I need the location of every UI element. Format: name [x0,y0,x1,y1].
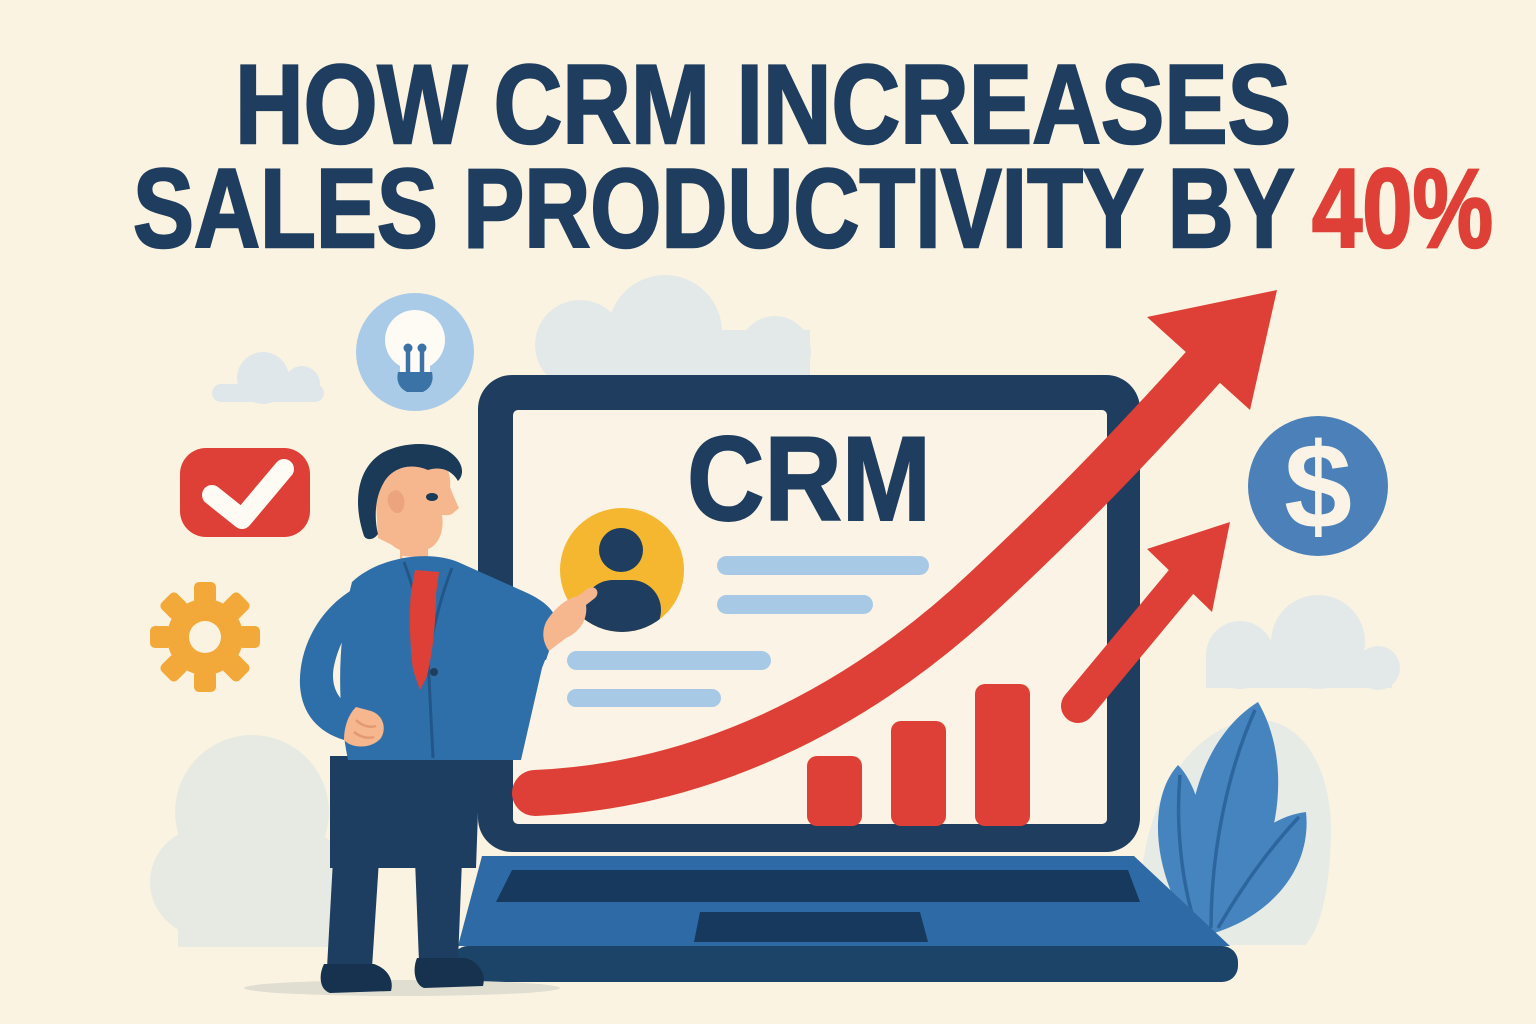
cloud-behind-laptop [535,275,811,390]
screen-text-lines [567,556,929,707]
jacket-button [430,668,438,676]
tie-over [409,570,439,690]
ground-shadow [244,980,560,996]
keyboard [496,870,1140,902]
bar-large [975,684,1030,826]
cloud-right-middle [1206,595,1400,690]
title-line-2-text: SALES PRODUCTIVITY BY [133,146,1293,271]
laptop-base [452,856,1238,982]
pointing-hand [543,587,598,651]
gear-icon [150,582,260,692]
lightbulb-icon [356,293,474,411]
crm-screen-heading: CRM [687,412,931,546]
secondary-arrow-icon [1061,522,1230,723]
growth-arrow-icon [512,290,1277,816]
businessman [299,444,598,993]
trousers [330,756,480,868]
title-line-2: SALES PRODUCTIVITY BY 40% [133,146,1493,271]
text-line [717,556,929,575]
left-arm [299,583,378,740]
left-leg [327,860,379,968]
right-leg [415,860,462,962]
plant [1157,702,1307,938]
touchpad [694,912,928,942]
ear-icon [387,490,405,514]
bar-small [807,756,862,826]
title-highlight-40pct: 40% [1312,146,1493,271]
checkmark-icon [180,448,310,537]
text-line [567,689,721,707]
hand-finger-lines [353,719,377,740]
title-line-1: HOW CRM INCREASES [235,42,1291,167]
bar-medium [891,721,946,826]
right-shoe [414,958,484,988]
text-line [567,651,771,670]
left-shoe [320,964,392,993]
bar-chart [807,684,1030,826]
dollar-symbol: $ [1284,418,1352,554]
cloud-behind-man [150,735,348,947]
pointing-arm [466,594,557,660]
cloud-small-top-left [212,352,324,404]
laptop-front-edge [452,946,1238,982]
text-line [717,595,873,614]
dollar-icon: $ [1248,416,1388,556]
face [374,452,459,553]
hair [358,444,463,540]
eye [426,493,438,501]
